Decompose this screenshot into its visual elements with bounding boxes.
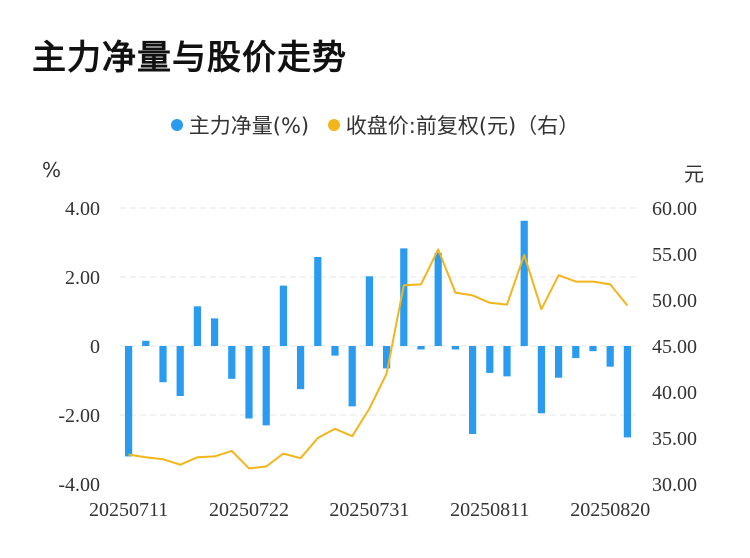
- bar: [537, 346, 546, 414]
- x-tick-label: 20250711: [89, 499, 168, 521]
- chart-title: 主力净量与股价走势: [32, 38, 347, 78]
- bar: [245, 346, 253, 419]
- bar: [417, 346, 425, 350]
- right-tick-label: 55.00: [652, 244, 697, 266]
- bar: [193, 306, 202, 346]
- bar: [210, 318, 219, 346]
- bar: [486, 346, 494, 373]
- bar: [296, 346, 305, 390]
- legend-item-bar[interactable]: 主力净量(%): [170, 110, 310, 140]
- bar: [176, 346, 184, 397]
- bar: [262, 346, 270, 426]
- price-line: [128, 248, 629, 470]
- bar: [331, 346, 339, 356]
- x-tick-label: 20250731: [329, 499, 409, 521]
- right-tick-label: 45.00: [652, 336, 697, 358]
- bar: [228, 346, 236, 379]
- left-tick-label: -4.00: [58, 474, 100, 496]
- x-tick-label: 20250811: [450, 499, 529, 521]
- bar: [142, 340, 150, 346]
- bar: [468, 346, 477, 434]
- bar: [520, 220, 528, 346]
- right-tick-label: 60.00: [652, 198, 697, 220]
- legend-bar-label: 主力净量(%): [188, 114, 310, 138]
- bar: [606, 346, 614, 367]
- legend-line-marker: [327, 119, 340, 131]
- bar: [348, 346, 356, 407]
- bar: [400, 248, 408, 346]
- legend-line-label: 收盘价:前复权(元)（右）: [345, 114, 580, 138]
- bar: [124, 346, 133, 457]
- bar: [159, 346, 167, 383]
- bar: [572, 346, 580, 359]
- right-tick-label: 50.00: [652, 290, 697, 312]
- bar: [554, 346, 563, 378]
- bar: [314, 256, 322, 346]
- left-tick-label: 2.00: [65, 267, 100, 289]
- right-tick-label: 35.00: [652, 428, 697, 450]
- bar: [279, 285, 288, 346]
- legend-bar-marker: [170, 119, 183, 131]
- right-axis-unit: 元: [684, 162, 704, 186]
- x-tick-label: 20250722: [209, 499, 289, 521]
- right-tick-label: 40.00: [652, 382, 697, 404]
- chart-legend: 主力净量(%) 收盘价:前复权(元)（右）: [0, 110, 750, 140]
- bar: [589, 346, 597, 352]
- bar: [382, 346, 391, 369]
- left-axis-unit: %: [42, 158, 62, 182]
- left-tick-label: 0: [90, 336, 100, 358]
- bar: [623, 346, 632, 438]
- left-tick-label: -2.00: [58, 405, 100, 427]
- bar: [365, 276, 374, 346]
- bar: [451, 346, 460, 350]
- left-tick-label: 4.00: [65, 198, 100, 220]
- bar: [434, 252, 442, 346]
- right-tick-label: 30.00: [652, 474, 697, 496]
- bar: [503, 346, 511, 377]
- x-tick-label: 20250820: [570, 499, 650, 521]
- legend-item-line[interactable]: 收盘价:前复权(元)（右）: [327, 110, 580, 140]
